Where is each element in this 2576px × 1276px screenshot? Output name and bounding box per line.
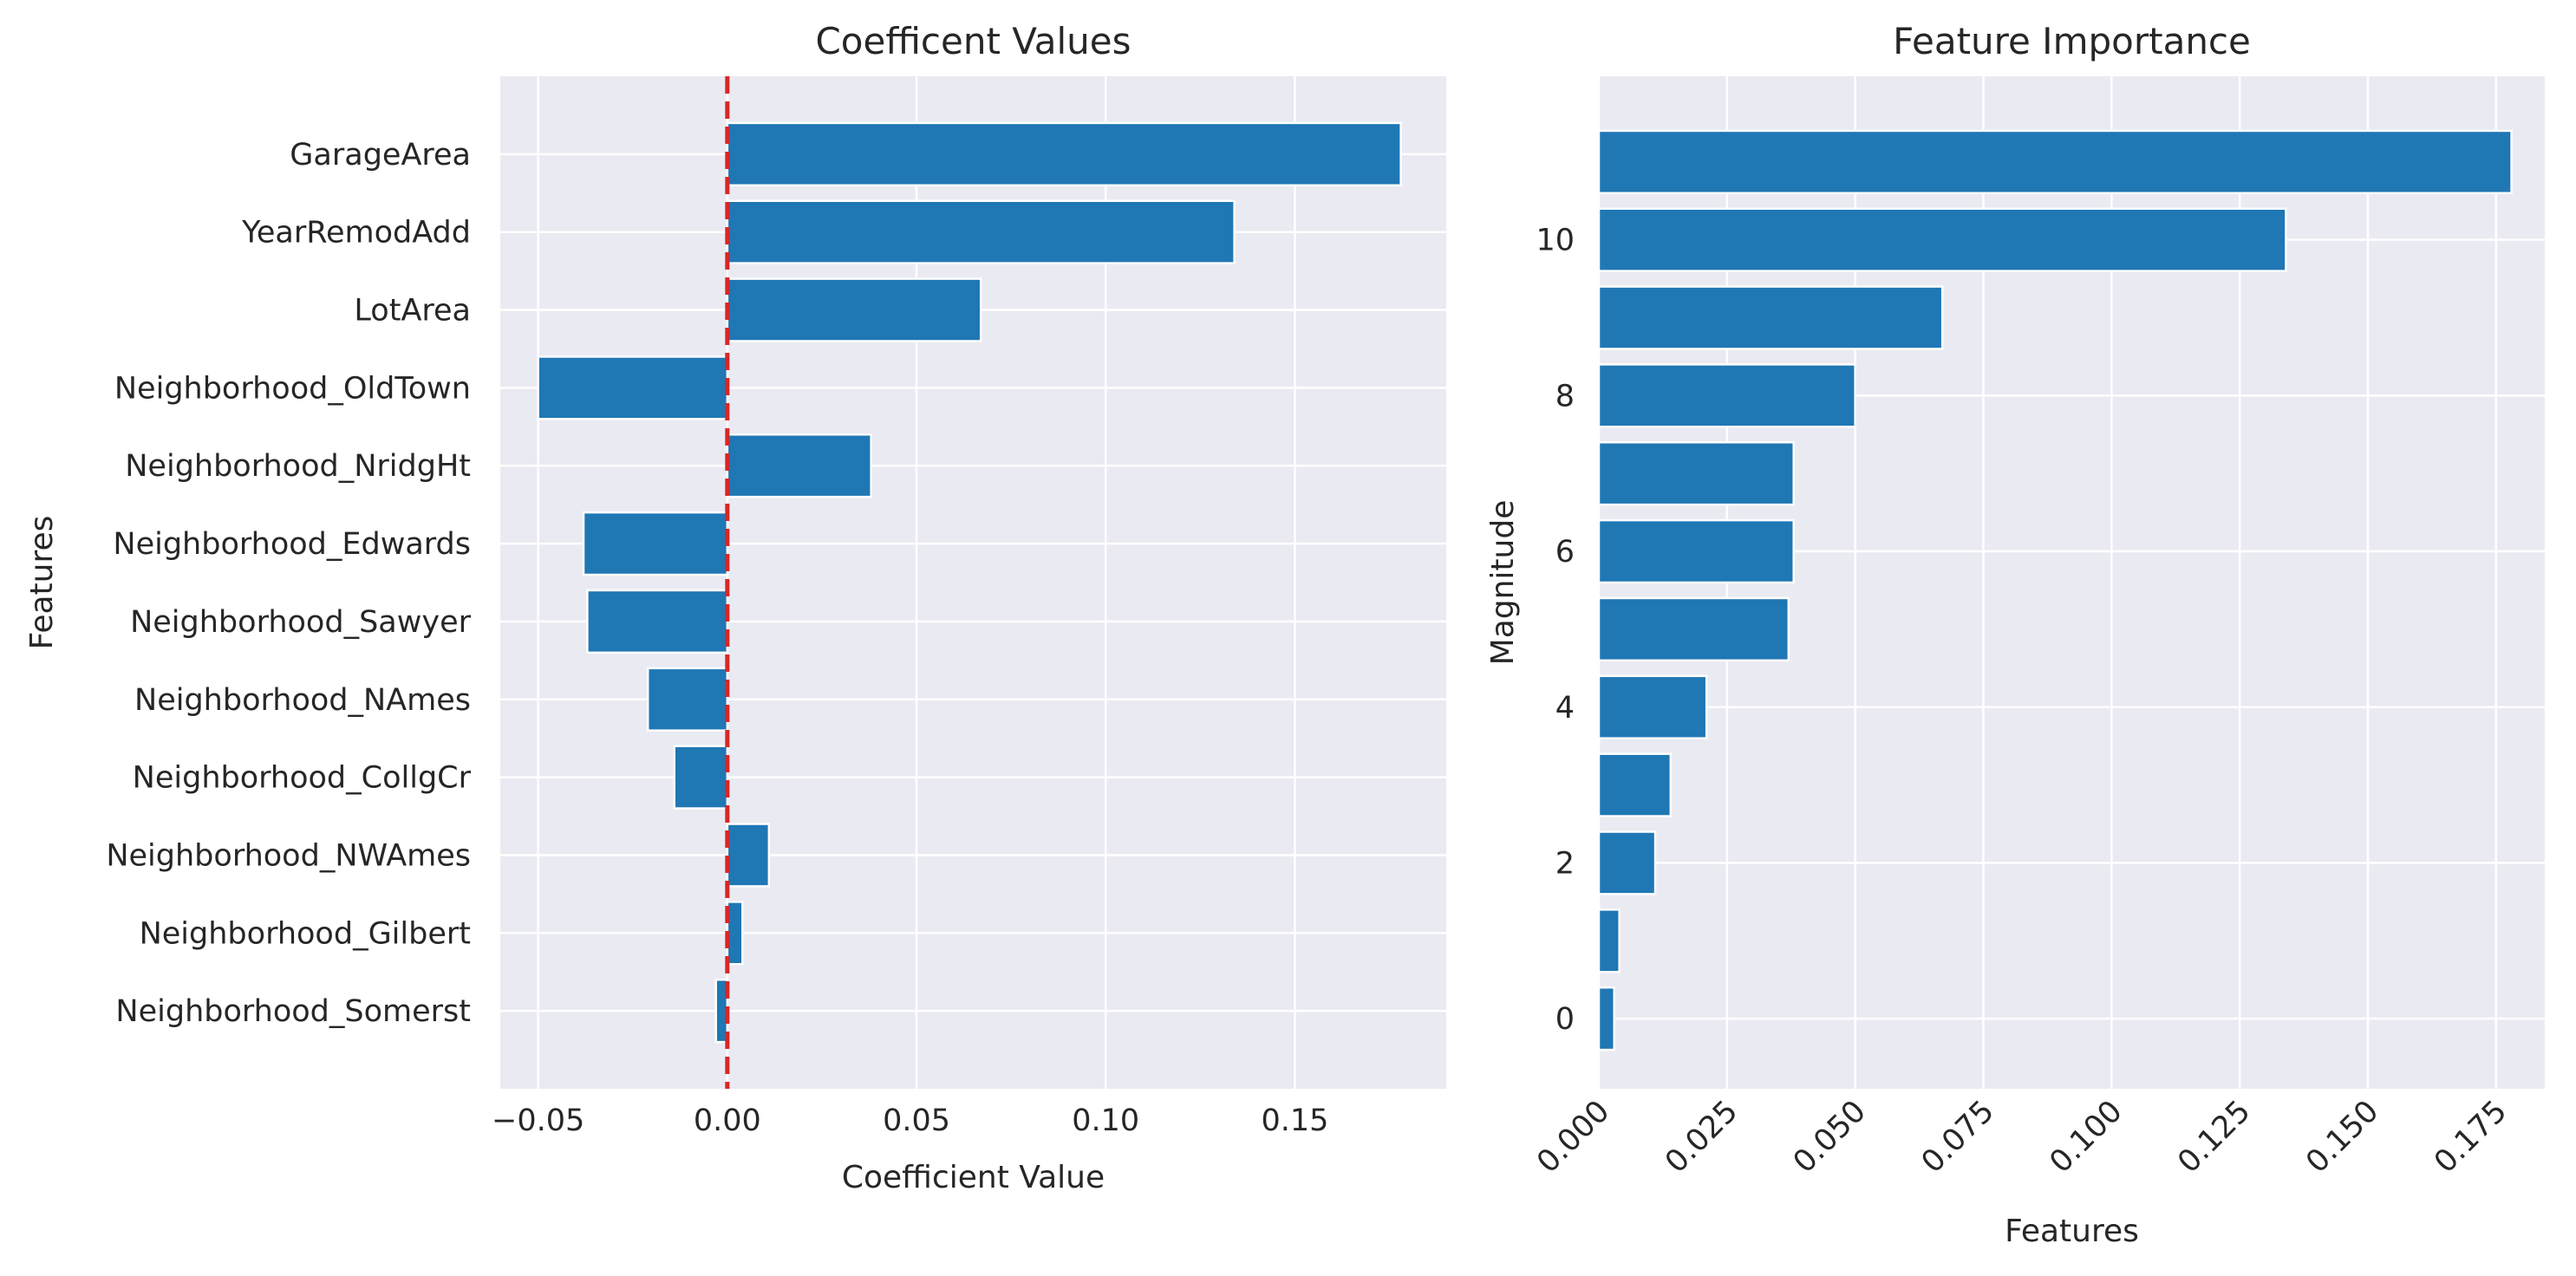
- coefficient-bar-neighborhood-nridght: [726, 433, 872, 498]
- coefficient-bar-neighborhood-gilbert: [726, 901, 744, 966]
- coefficient-x-tick-0: −0.05: [492, 1103, 584, 1138]
- importance-y-tick-0: 0: [1555, 1002, 1575, 1037]
- coefficient-x-tick-1: 0.00: [694, 1103, 761, 1138]
- coefficient-bar-neighborhood-names: [646, 667, 729, 732]
- coefficient-x-axis-label: Coefficient Value: [842, 1160, 1105, 1195]
- importance-y-tick-labels: 0 2 4 6 8 10: [1536, 224, 1575, 1037]
- feature-label-neighborhood-collgcr: Neighborhood_CollgCr: [133, 761, 472, 796]
- importance-y-tick-10: 10: [1536, 224, 1575, 258]
- feature-label-neighborhood-nridght: Neighborhood_NridgHt: [125, 449, 471, 484]
- importance-x-tick-6: 0.150: [2299, 1094, 2385, 1180]
- importance-bar-0: [1597, 986, 1615, 1051]
- importance-x-tick-2: 0.050: [1787, 1094, 1873, 1180]
- coefficient-bar-neighborhood-sawyer: [586, 589, 729, 654]
- coefficient-bar-neighborhood-oldtown: [537, 355, 729, 420]
- feature-label-neighborhood-names: Neighborhood_NAmes: [134, 683, 471, 718]
- importance-y-tick-8: 8: [1555, 379, 1575, 413]
- importance-bar-8: [1597, 363, 1856, 428]
- feature-label-neighborhood-gilbert: Neighborhood_Gilbert: [140, 916, 471, 951]
- importance-y-tick-4: 4: [1555, 691, 1575, 726]
- coefficient-bar-garagearea: [726, 121, 1402, 187]
- importance-bar-3: [1597, 752, 1673, 817]
- coefficient-bar-neighborhood-collgcr: [673, 745, 729, 810]
- feature-label-neighborhood-nwames: Neighborhood_NWAmes: [106, 838, 471, 873]
- importance-bar-11: [1597, 129, 2513, 195]
- coefficient-bars: [537, 121, 1402, 1044]
- coefficient-x-tick-labels: −0.05 0.00 0.05 0.10 0.15: [492, 1103, 1328, 1138]
- coefficient-chart-title: Coefficent Values: [815, 20, 1131, 62]
- importance-y-tick-2: 2: [1555, 846, 1575, 881]
- importance-x-tick-5: 0.125: [2171, 1094, 2257, 1180]
- feature-label-lotarea: LotArea: [354, 294, 471, 329]
- feature-label-neighborhood-somerst: Neighborhood_Somerst: [115, 994, 471, 1029]
- importance-y-axis-label: Magnitude: [1485, 500, 1521, 666]
- coefficient-x-tick-3: 0.10: [1072, 1103, 1139, 1138]
- importance-x-tick-labels: 0.000 0.025 0.050 0.075 0.100 0.125 0.150 0.175: [1530, 1094, 2514, 1180]
- importance-bar-9: [1597, 285, 1944, 350]
- importance-x-axis-label: Features: [2005, 1214, 2139, 1249]
- coefficient-y-axis-label: Features: [24, 516, 60, 650]
- importance-bar-4: [1597, 674, 1708, 739]
- feature-label-neighborhood-oldtown: Neighborhood_OldTown: [114, 371, 471, 406]
- coefficient-feature-labels: GarageArea YearRemodAdd LotArea Neighborhoo…: [106, 138, 471, 1029]
- importance-bar-10: [1597, 207, 2287, 272]
- coefficient-x-tick-4: 0.15: [1261, 1103, 1328, 1138]
- feature-label-yearremodadd: YearRemodAdd: [241, 216, 471, 251]
- importance-bar-2: [1597, 830, 1657, 895]
- importance-x-tick-0: 0.000: [1530, 1094, 1616, 1180]
- importance-x-tick-4: 0.100: [2044, 1094, 2129, 1180]
- importance-chart-title: Feature Importance: [1893, 20, 2251, 62]
- coefficient-bar-yearremodadd: [726, 199, 1236, 264]
- coefficient-bar-neighborhood-edwards: [582, 511, 729, 576]
- importance-bar-5: [1597, 596, 1790, 662]
- importance-x-tick-3: 0.075: [1915, 1094, 2001, 1180]
- importance-x-tick-7: 0.175: [2428, 1094, 2514, 1180]
- importance-bar-7: [1597, 441, 1795, 506]
- importance-x-tick-1: 0.025: [1659, 1094, 1745, 1180]
- coefficient-values-chart: GarageArea YearRemodAdd LotArea Neighborhoo…: [24, 20, 1446, 1195]
- feature-label-neighborhood-edwards: Neighborhood_Edwards: [113, 527, 471, 562]
- coefficient-bar-lotarea: [726, 277, 982, 342]
- feature-label-garagearea: GarageArea: [290, 138, 471, 173]
- coefficient-x-tick-2: 0.05: [883, 1103, 950, 1138]
- importance-bars: [1597, 129, 2513, 1051]
- feature-label-neighborhood-sawyer: Neighborhood_Sawyer: [130, 605, 472, 640]
- coefficient-bar-neighborhood-nwames: [726, 823, 771, 888]
- importance-bar-6: [1597, 518, 1795, 584]
- importance-bar-1: [1597, 908, 1621, 973]
- importance-y-tick-6: 6: [1555, 535, 1575, 570]
